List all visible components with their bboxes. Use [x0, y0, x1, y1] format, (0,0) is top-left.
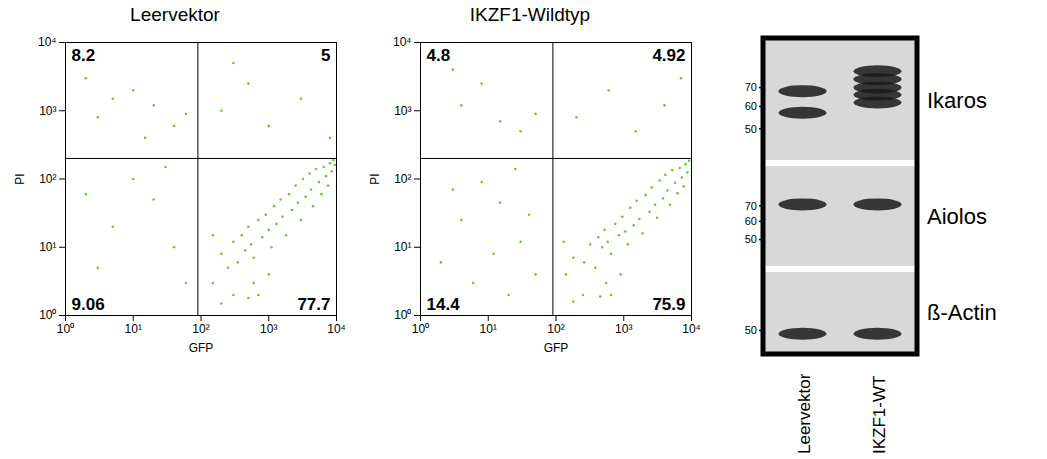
svg-text:10¹: 10¹: [480, 322, 497, 336]
svg-text:10⁰: 10⁰: [412, 322, 429, 336]
svg-text:4.8: 4.8: [427, 46, 451, 65]
svg-text:10³: 10³: [260, 322, 277, 336]
svg-text:10²: 10²: [547, 322, 564, 336]
svg-text:10³: 10³: [615, 322, 632, 336]
svg-text:10⁰: 10⁰: [394, 308, 411, 322]
svg-text:PI: PI: [13, 173, 27, 184]
svg-text:10⁴: 10⁴: [327, 322, 346, 336]
svg-text:Ikaros: Ikaros: [927, 88, 987, 113]
svg-text:4.92: 4.92: [652, 46, 685, 65]
svg-text:10⁴: 10⁴: [393, 35, 412, 49]
svg-text:70: 70: [745, 200, 757, 212]
html-text:Leervektor: Leervektor: [130, 4, 220, 25]
svg-text:PI: PI: [368, 173, 382, 184]
svg-text:10⁴: 10⁴: [38, 35, 57, 49]
svg-text:ß-Actin: ß-Actin: [927, 300, 997, 325]
svg-text:10¹: 10¹: [125, 322, 142, 336]
svg-text:70: 70: [745, 81, 757, 93]
svg-text:10³: 10³: [39, 104, 56, 118]
svg-text:75.9: 75.9: [652, 295, 685, 314]
svg-text:GFP: GFP: [189, 341, 214, 355]
svg-text:GFP: GFP: [544, 341, 569, 355]
svg-text:5: 5: [321, 46, 330, 65]
svg-text:50: 50: [745, 233, 757, 245]
svg-text:50: 50: [745, 123, 757, 135]
svg-text:60: 60: [745, 215, 757, 227]
svg-text:50: 50: [745, 324, 757, 336]
svg-text:60: 60: [745, 100, 757, 112]
svg-text:14.4: 14.4: [427, 295, 461, 314]
svg-text:10²: 10²: [394, 172, 411, 186]
svg-text:9.06: 9.06: [72, 295, 105, 314]
svg-text:77.7: 77.7: [297, 295, 330, 314]
svg-text:Leervektor: Leervektor: [795, 373, 814, 454]
svg-text:10⁴: 10⁴: [682, 322, 701, 336]
svg-text:10³: 10³: [394, 104, 411, 118]
svg-text:10¹: 10¹: [394, 240, 411, 254]
svg-text:Aiolos: Aiolos: [927, 204, 987, 229]
svg-text:10⁰: 10⁰: [39, 308, 56, 322]
svg-text:10²: 10²: [39, 172, 56, 186]
html-text:IKZF1-Wildtyp: IKZF1-Wildtyp: [469, 4, 591, 25]
svg-text:IKZF1-WT: IKZF1-WT: [870, 376, 889, 454]
svg-text:10²: 10²: [192, 322, 209, 336]
svg-text:10¹: 10¹: [39, 240, 56, 254]
svg-text:8.2: 8.2: [72, 46, 96, 65]
svg-text:10⁰: 10⁰: [57, 322, 74, 336]
